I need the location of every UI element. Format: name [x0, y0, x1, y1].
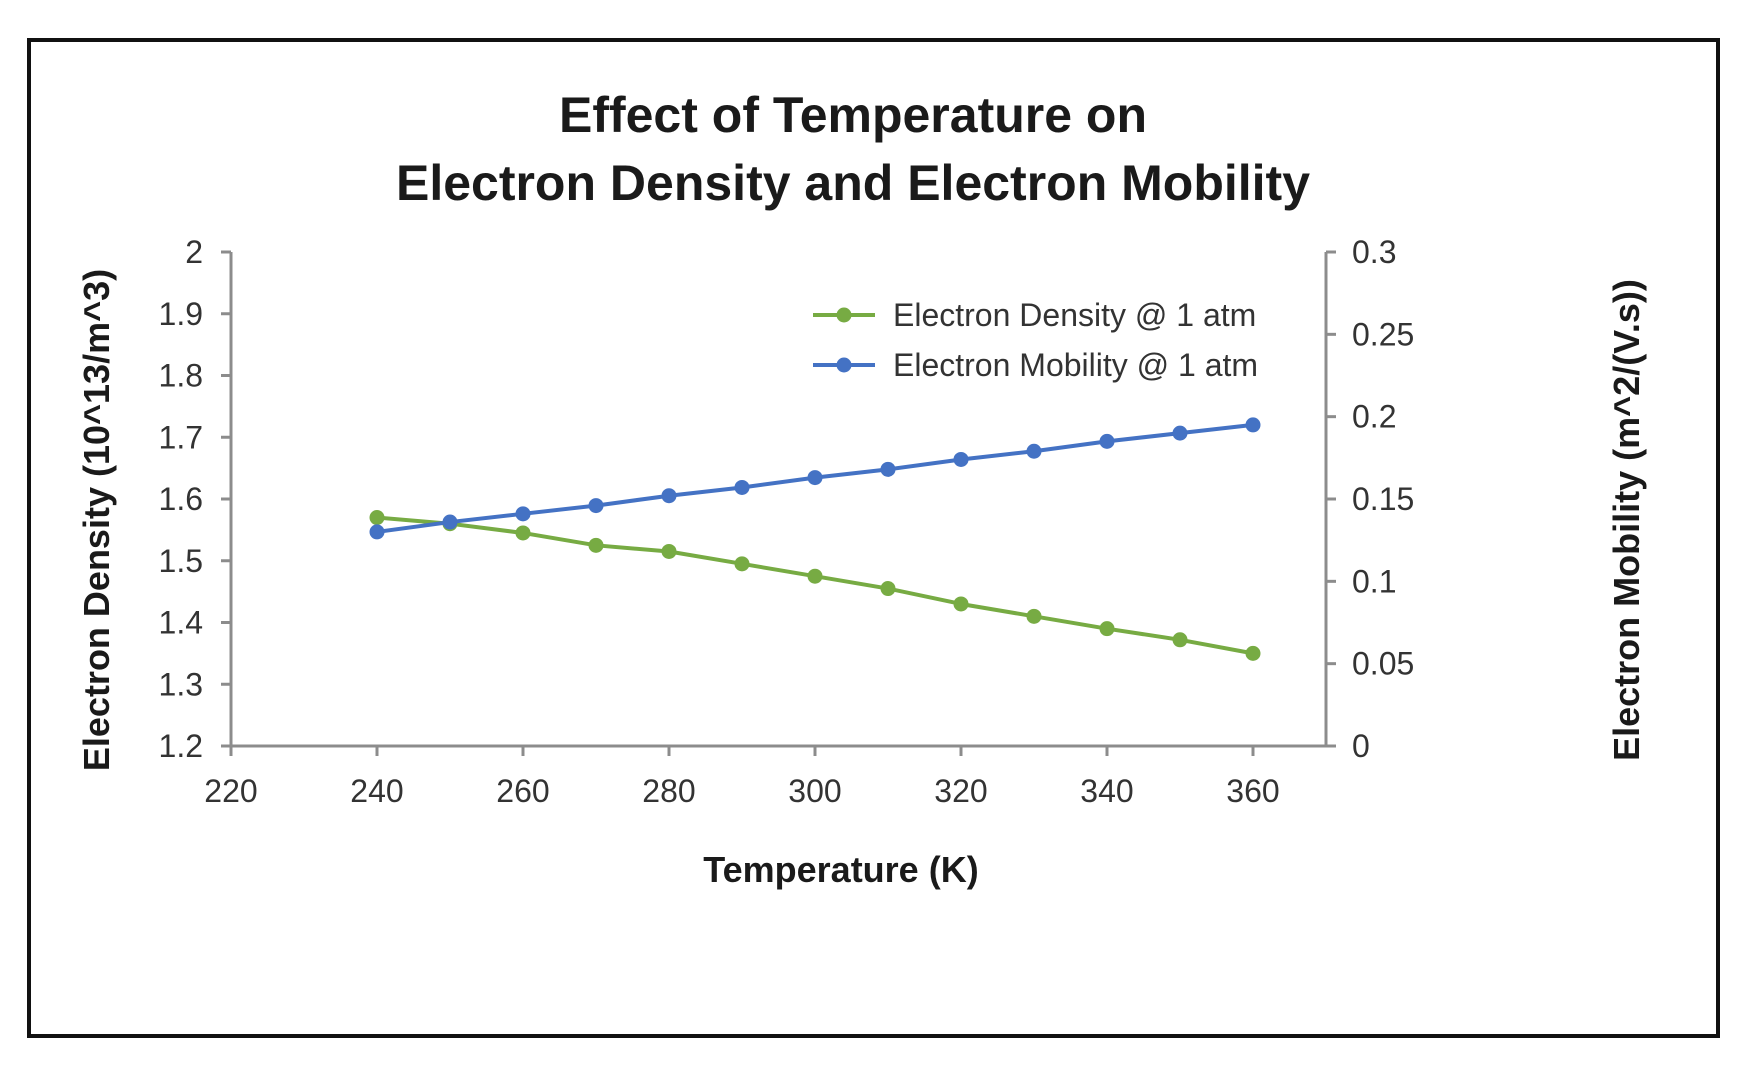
- data-point: [734, 479, 750, 495]
- chart-title: Effect of Temperature on Electron Densit…: [396, 87, 1310, 211]
- y-left-tick-label: 1.9: [159, 296, 203, 332]
- y-axis-left-title: Electron Density (10^13/m^3): [76, 269, 117, 771]
- x-tick-label: 340: [1080, 773, 1133, 809]
- data-point: [953, 451, 969, 467]
- data-point: [588, 537, 604, 553]
- data-point: [1099, 621, 1115, 637]
- y-right-tick-label: 0.3: [1352, 234, 1396, 270]
- legend: Electron Density @ 1 atm Electron Mobilit…: [813, 297, 1258, 383]
- y-left-tick-label: 1.4: [159, 605, 203, 641]
- data-point: [1026, 443, 1042, 459]
- data-point: [734, 556, 750, 572]
- data-point: [661, 488, 677, 504]
- data-point: [807, 568, 823, 584]
- data-point: [661, 543, 677, 559]
- data-point: [807, 470, 823, 486]
- series-line: [376, 515, 1254, 656]
- x-tick-label: 220: [204, 773, 257, 809]
- data-point: [1026, 608, 1042, 624]
- data-point: [442, 514, 458, 530]
- data-point: [1245, 645, 1261, 661]
- y-right-tick-label: 0.1: [1352, 563, 1396, 599]
- chart-title-line-1: Effect of Temperature on: [559, 87, 1147, 143]
- legend-item: Electron Mobility @ 1 atm: [813, 347, 1258, 383]
- chart: Effect of Temperature on Electron Densit…: [76, 87, 1647, 890]
- y-left-tick-label: 1.2: [159, 728, 203, 764]
- x-tick-label: 300: [788, 773, 841, 809]
- data-point: [1099, 433, 1115, 449]
- x-axis-title: Temperature (K): [703, 849, 978, 890]
- data-point: [880, 461, 896, 477]
- data-point: [953, 596, 969, 612]
- y-right-tick-label: 0.05: [1352, 646, 1414, 682]
- x-tick-label: 280: [642, 773, 695, 809]
- data-point: [1172, 425, 1188, 441]
- y-left-tick-label: 1.6: [159, 481, 203, 517]
- legend-swatch-marker: [836, 357, 852, 373]
- y-left-tick-label: 1.7: [159, 419, 203, 455]
- legend-label: Electron Mobility @ 1 atm: [893, 347, 1258, 383]
- legend-label: Electron Density @ 1 atm: [893, 297, 1256, 333]
- series-electron-mobility-1-atm: [369, 417, 1261, 540]
- data-point: [880, 581, 896, 597]
- y-left-tick-label: 2: [185, 234, 203, 270]
- x-tick-label: 260: [496, 773, 549, 809]
- series-layer: [369, 417, 1261, 661]
- data-point: [515, 525, 531, 541]
- data-point: [1245, 417, 1261, 433]
- legend-swatch-marker: [836, 307, 852, 323]
- series-electron-density-1-atm: [369, 510, 1261, 661]
- data-point: [515, 506, 531, 522]
- chart-frame: Effect of Temperature on Electron Densit…: [27, 38, 1720, 1038]
- y-axis-right-title: Electron Mobility (m^2/(V.s)): [1606, 279, 1647, 761]
- data-point: [369, 510, 385, 526]
- legend-item: Electron Density @ 1 atm: [813, 297, 1256, 333]
- y-right-tick-label: 0: [1352, 728, 1370, 764]
- data-point: [588, 498, 604, 514]
- y-left-tick-label: 1.3: [159, 666, 203, 702]
- y-left-tick-label: 1.8: [159, 358, 203, 394]
- y-right-tick-label: 0.25: [1352, 316, 1414, 352]
- x-tick-label: 360: [1226, 773, 1279, 809]
- data-point: [1172, 632, 1188, 648]
- data-point: [369, 524, 385, 540]
- y-right-tick-label: 0.15: [1352, 481, 1414, 517]
- chart-title-line-2: Electron Density and Electron Mobility: [396, 155, 1310, 211]
- ticks: 1.2 1.3 1.4 1.5 1.6 1.7 1.8 1.9 2 0 0.05 0.1 0.15 0.2…: [159, 234, 1415, 809]
- x-tick-label: 240: [350, 773, 403, 809]
- y-right-tick-label: 0.2: [1352, 399, 1396, 435]
- x-tick-label: 320: [934, 773, 987, 809]
- y-left-tick-label: 1.5: [159, 543, 203, 579]
